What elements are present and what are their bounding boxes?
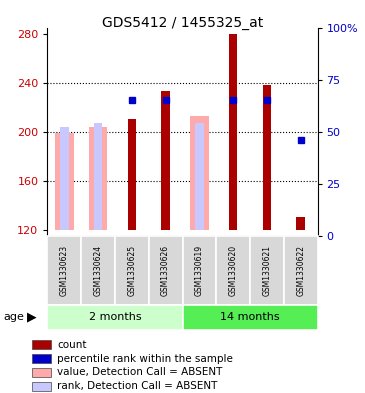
Text: GSM1330619: GSM1330619: [195, 244, 204, 296]
Bar: [296, 217, 305, 230]
Text: 14 months: 14 months: [220, 312, 280, 322]
Text: 2 months: 2 months: [89, 312, 141, 322]
Bar: [32, 368, 50, 377]
Text: GSM1330625: GSM1330625: [127, 244, 137, 296]
Text: GSM1330626: GSM1330626: [161, 244, 170, 296]
Text: GDS5412 / 1455325_at: GDS5412 / 1455325_at: [102, 16, 263, 30]
Text: GSM1330621: GSM1330621: [262, 245, 272, 296]
Text: count: count: [57, 340, 87, 350]
Text: ▶: ▶: [27, 311, 37, 324]
Bar: [182, 236, 216, 305]
Bar: [115, 236, 149, 305]
Bar: [47, 236, 81, 305]
Text: GSM1330620: GSM1330620: [228, 244, 238, 296]
Bar: [284, 236, 318, 305]
Text: GSM1330623: GSM1330623: [60, 244, 69, 296]
Text: value, Detection Call = ABSENT: value, Detection Call = ABSENT: [57, 367, 223, 377]
Bar: [94, 123, 102, 230]
Bar: [229, 34, 237, 230]
Bar: [216, 236, 250, 305]
Bar: [32, 382, 50, 391]
Bar: [128, 119, 136, 230]
Text: GSM1330622: GSM1330622: [296, 245, 305, 296]
Bar: [60, 127, 69, 230]
Bar: [149, 236, 182, 305]
Bar: [250, 236, 284, 305]
Bar: [47, 305, 182, 330]
Text: GSM1330624: GSM1330624: [93, 244, 103, 296]
Bar: [195, 123, 204, 230]
Bar: [182, 305, 318, 330]
Bar: [161, 91, 170, 230]
Bar: [32, 354, 50, 363]
Bar: [89, 127, 107, 230]
Bar: [32, 340, 50, 349]
Bar: [81, 236, 115, 305]
Bar: [55, 133, 74, 230]
Text: percentile rank within the sample: percentile rank within the sample: [57, 354, 233, 364]
Text: age: age: [4, 312, 24, 322]
Text: rank, Detection Call = ABSENT: rank, Detection Call = ABSENT: [57, 381, 218, 391]
Bar: [190, 116, 209, 230]
Bar: [263, 85, 271, 230]
